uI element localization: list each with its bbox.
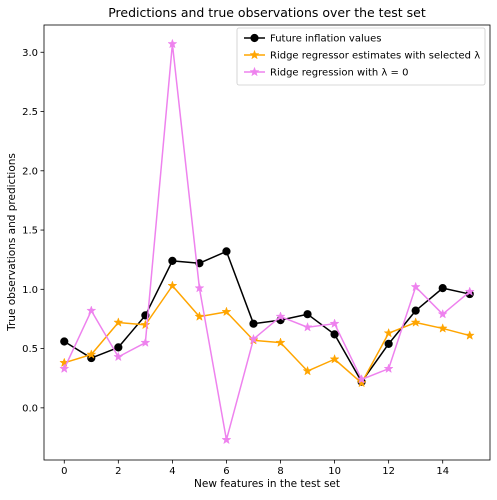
x-tick-label: 0 <box>61 466 67 477</box>
x-axis: 0 2 4 6 8 10 12 14 <box>61 460 449 477</box>
data-point <box>384 339 393 348</box>
y-tick-label: 0.0 <box>22 403 38 414</box>
data-point <box>330 330 339 339</box>
data-point <box>86 349 97 359</box>
x-tick-label: 6 <box>223 466 229 477</box>
data-point <box>464 330 475 340</box>
axes-frame <box>43 24 491 461</box>
x-tick-label: 8 <box>277 466 283 477</box>
data-point <box>167 280 178 291</box>
x-tick-label: 4 <box>169 466 175 477</box>
data-point <box>60 337 69 346</box>
data-point <box>437 323 448 333</box>
x-tick-label: 10 <box>328 466 341 477</box>
data-point <box>140 319 151 330</box>
data-point <box>249 319 258 328</box>
legend-marker <box>249 49 260 60</box>
data-point <box>302 365 313 376</box>
x-tick-label: 14 <box>436 466 449 477</box>
data-point <box>275 311 286 321</box>
legend-marker <box>249 66 260 77</box>
series-line <box>63 250 470 383</box>
y-tick-label: 2.5 <box>22 107 38 118</box>
chart-title: Predictions and true observations over t… <box>108 5 426 20</box>
data-point <box>221 434 232 445</box>
legend-box <box>236 27 486 86</box>
legend-marker <box>250 33 259 43</box>
data-point <box>59 363 70 374</box>
y-tick-label: 1.5 <box>22 226 38 237</box>
data-point <box>140 337 151 347</box>
data-point <box>464 286 475 297</box>
data-point <box>194 311 205 321</box>
data-point <box>437 308 448 319</box>
y-axis: 0.0 0.5 1.0 1.5 2.0 2.5 3.0 <box>22 48 44 414</box>
data-point <box>168 256 177 265</box>
data-point <box>86 305 97 315</box>
data-point <box>410 281 421 292</box>
plot-area <box>43 24 491 461</box>
data-point <box>275 337 286 347</box>
data-point <box>113 317 124 327</box>
legend-entry: Future inflation values <box>244 34 381 45</box>
series-0 <box>60 247 474 386</box>
data-point <box>113 351 124 362</box>
data-point <box>411 306 420 315</box>
series-line <box>63 43 471 441</box>
data-point <box>167 38 178 49</box>
data-point <box>438 284 447 293</box>
data-point <box>194 282 205 293</box>
legend-entry: Ridge regressor estimates with selected … <box>244 49 480 62</box>
y-tick-label: 2.0 <box>22 166 38 177</box>
data-point <box>302 321 313 332</box>
x-tick-label: 12 <box>382 466 395 477</box>
legend-entry: Ridge regression with λ = 0 <box>244 66 408 79</box>
x-axis-label: New features in the test set <box>194 478 340 490</box>
y-tick-label: 3.0 <box>22 48 38 59</box>
y-tick-label: 0.5 <box>22 344 38 355</box>
data-point <box>195 259 204 268</box>
y-axis-label: True observations and predictions <box>6 153 18 332</box>
data-point <box>248 333 259 344</box>
data-point <box>329 318 340 329</box>
legend: Future inflation values Ridge regressor e… <box>236 27 486 86</box>
legend-label: Ridge regression with λ = 0 <box>270 68 408 79</box>
data-point <box>383 327 394 338</box>
data-point <box>410 317 421 327</box>
series-2 <box>59 38 475 445</box>
legend-label: Ridge regressor estimates with selected … <box>270 51 480 62</box>
data-point <box>356 374 367 384</box>
data-point <box>303 310 312 319</box>
data-point <box>383 363 394 374</box>
y-tick-label: 1.0 <box>22 285 38 296</box>
series-line <box>64 285 470 384</box>
data-point <box>114 343 123 352</box>
data-point <box>356 377 367 388</box>
data-point <box>222 247 231 256</box>
data-point <box>221 306 232 317</box>
data-point <box>329 353 340 364</box>
x-tick-label: 2 <box>115 466 121 477</box>
legend-label: Future inflation values <box>270 34 381 45</box>
